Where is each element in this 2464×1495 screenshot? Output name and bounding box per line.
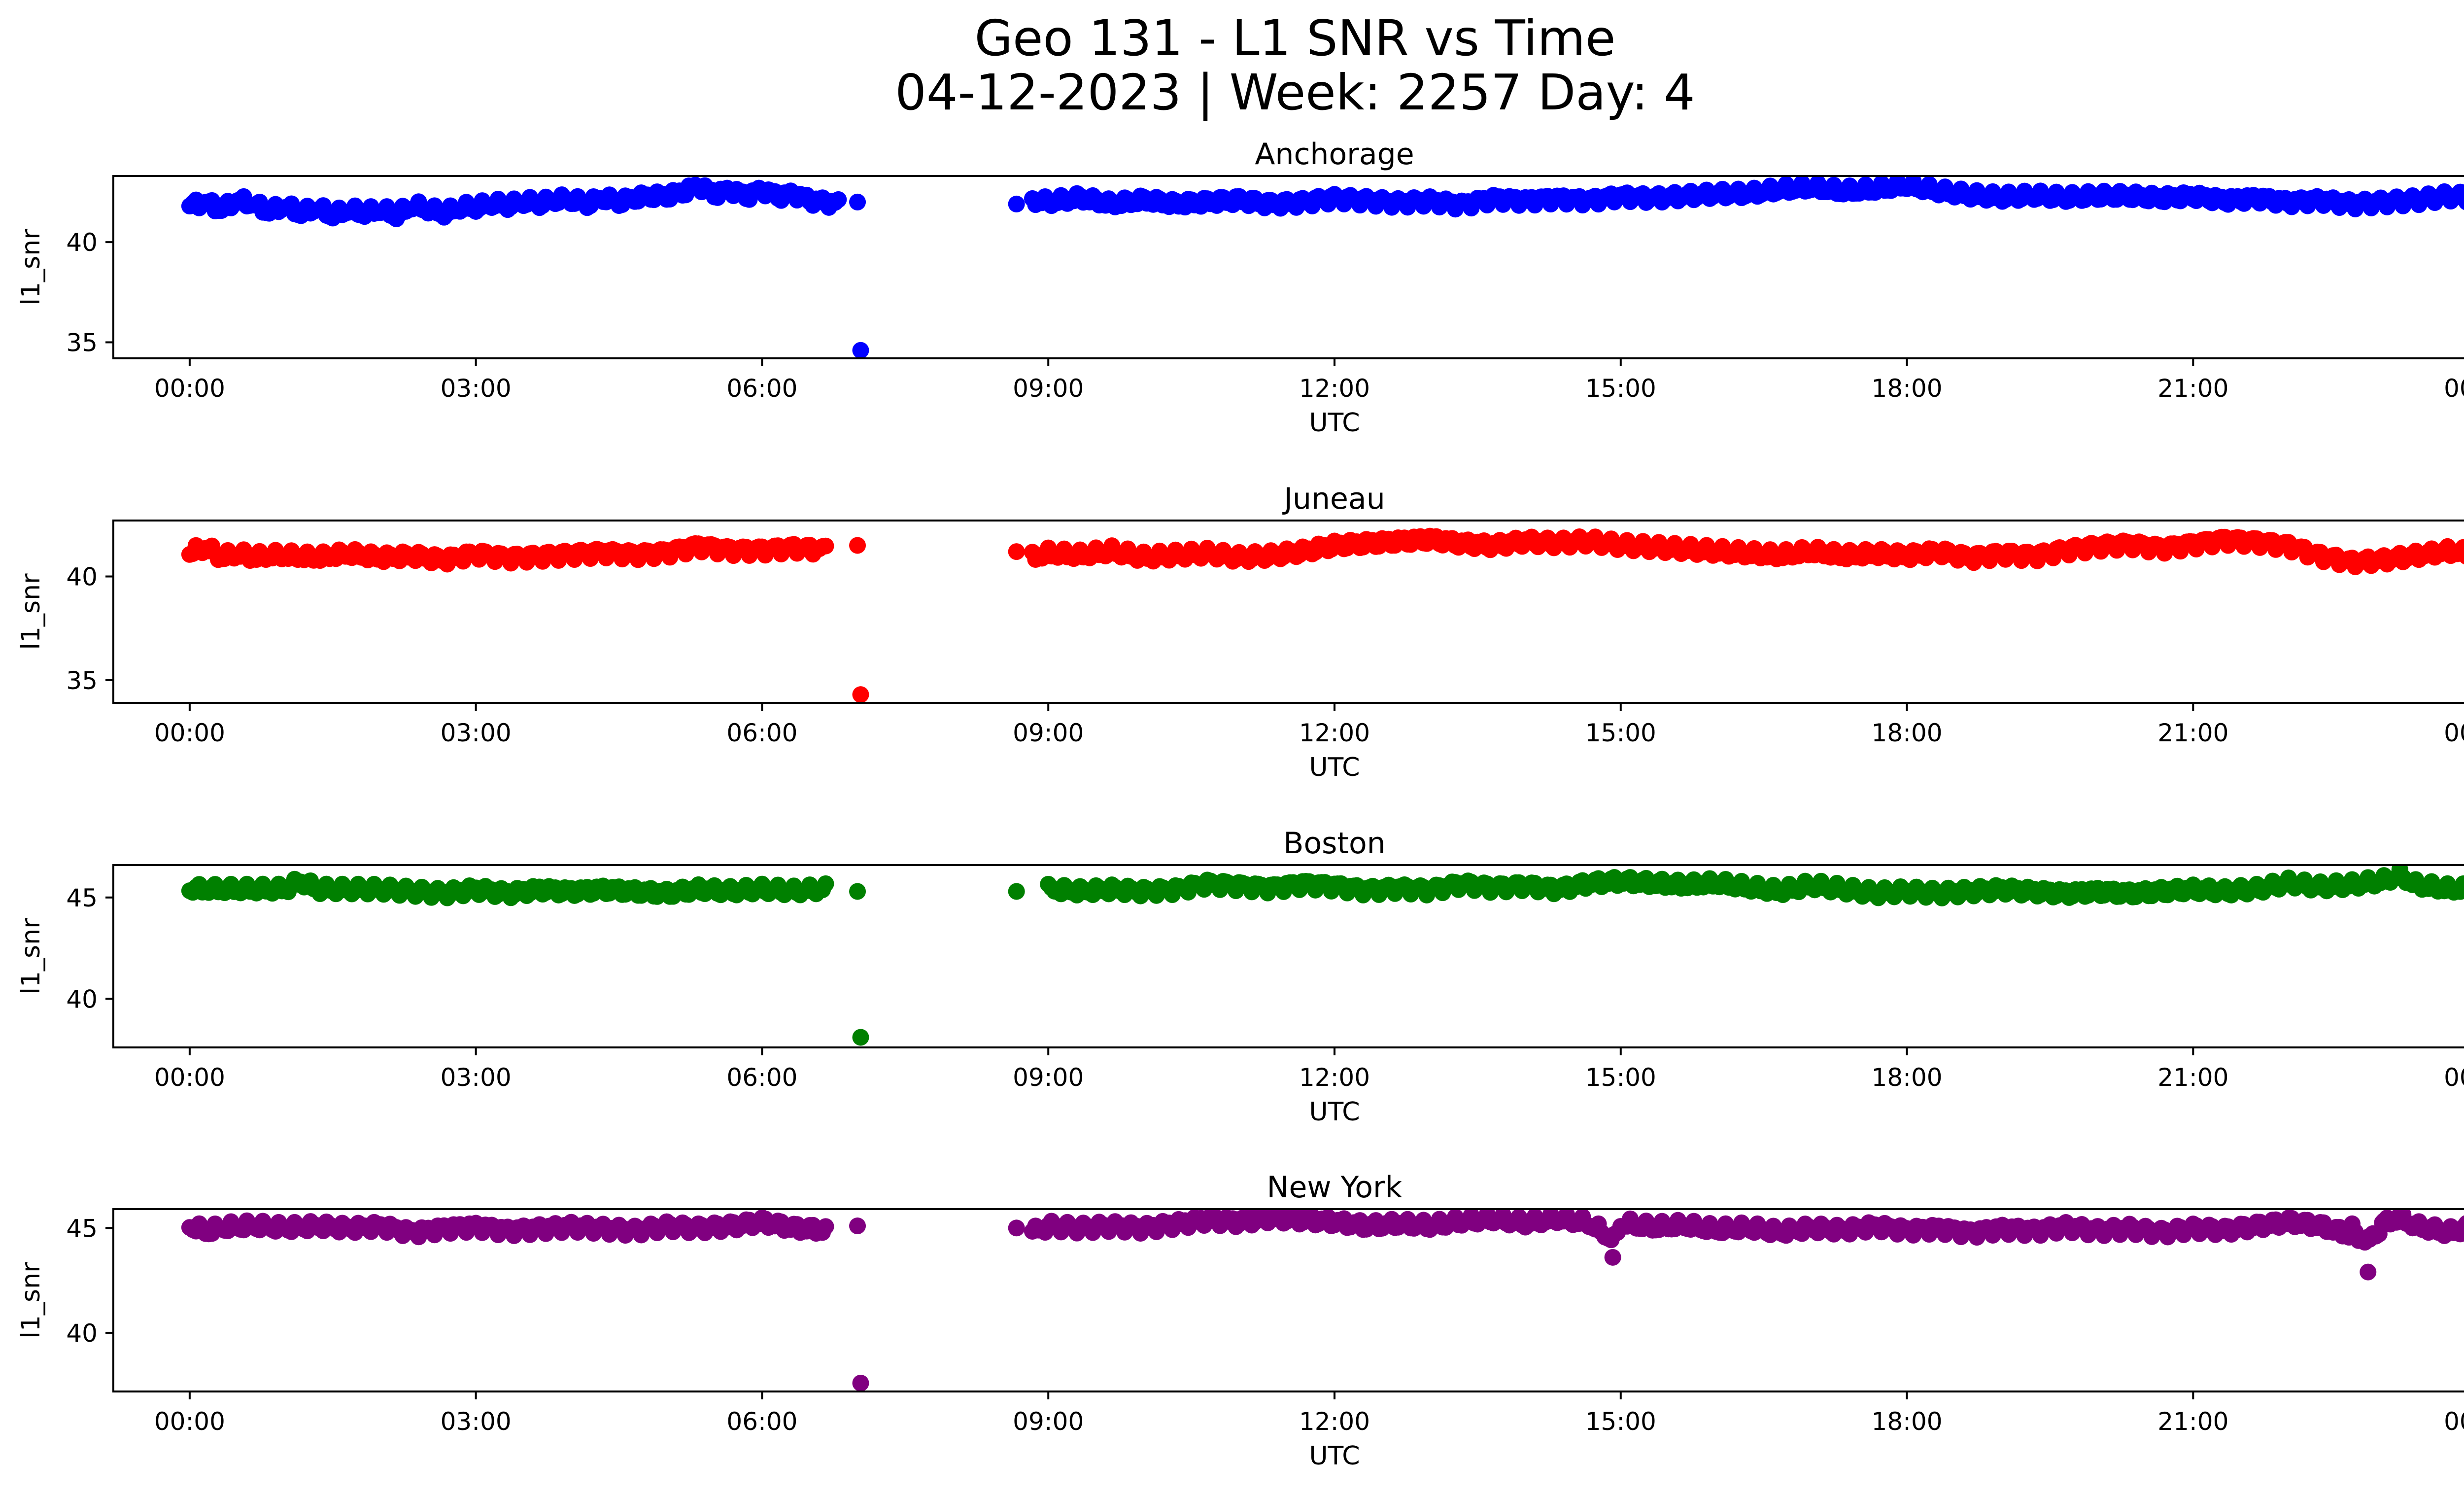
y-tick-label: 45 [66, 884, 98, 912]
x-tick-label: 12:00 [1299, 719, 1370, 747]
subplot-title: Anchorage [1255, 137, 1414, 172]
x-tick-label: 15:00 [1585, 1063, 1656, 1092]
x-tick-label: 03:00 [441, 1407, 512, 1436]
x-tick-label: 00:00 [154, 1063, 225, 1092]
subplot-panels: Anchorage 00:00 03:00 06:00 09:00 12:00 15:00 1… [16, 137, 2464, 1471]
x-axis-label: UTC [1309, 408, 1360, 438]
y-tick-label: 40 [66, 563, 98, 591]
x-tick-label: 00:00 [154, 374, 225, 403]
x-tick-label: 12:00 [1299, 1063, 1370, 1092]
x-tick-label: 06:00 [726, 1063, 797, 1092]
y-tick-label: 40 [66, 985, 98, 1013]
data-point [2461, 886, 2464, 899]
x-tick-label: 18:00 [1872, 719, 1943, 747]
subplot-1: Juneau 00:00 03:00 06:00 09:00 12:00 15:00 18:0… [16, 482, 2464, 782]
x-tick-label: 03:00 [441, 719, 512, 747]
data-points [181, 1209, 2464, 1391]
outlier-point [2344, 1215, 2361, 1232]
x-tick-label: 18:00 [1872, 1407, 1943, 1436]
outlier-point [852, 686, 869, 703]
x-tick-label: 06:00 [726, 374, 797, 403]
x-tick-label: 21:00 [2157, 1063, 2228, 1092]
outlier-point [2360, 1263, 2377, 1281]
outlier-point [1008, 195, 1025, 212]
outlier-point [852, 1029, 869, 1046]
x-tick-label: 21:00 [2157, 374, 2228, 403]
outlier-point [1008, 543, 1025, 560]
y-axis-label: l1_snr [16, 918, 46, 995]
outlier-point [1008, 883, 1025, 900]
x-tick-label: 03:00 [441, 374, 512, 403]
x-axis-label: UTC [1309, 753, 1360, 782]
data-point [2461, 191, 2464, 204]
data-point [2461, 549, 2464, 561]
outlier-point [849, 537, 866, 554]
x-tick-label: 15:00 [1585, 1407, 1656, 1436]
x-tick-label: 15:00 [1585, 374, 1656, 403]
subplot-3: New York 00:00 03:00 06:00 09:00 12:00 15:00 18… [16, 1170, 2464, 1471]
x-tick-label: 00:00 [154, 719, 225, 747]
outlier-point [849, 1217, 866, 1235]
subplot-title: Juneau [1282, 482, 1385, 516]
x-tick-label: 09:00 [1013, 1063, 1084, 1092]
x-tick-label: 18:00 [1872, 1063, 1943, 1092]
x-tick-label: 00:00 [2444, 1063, 2464, 1092]
outlier-point [849, 883, 866, 900]
subplot-0: Anchorage 00:00 03:00 06:00 09:00 12:00 15:00 1… [16, 137, 2464, 438]
outlier-point [852, 342, 869, 358]
x-tick-label: 21:00 [2157, 719, 2228, 747]
x-tick-label: 06:00 [726, 1407, 797, 1436]
y-axis-label: l1_snr [16, 229, 46, 306]
x-tick-label: 00:00 [2444, 374, 2464, 403]
x-tick-label: 09:00 [1013, 1407, 1084, 1436]
x-axis-label: UTC [1309, 1441, 1360, 1471]
data-point [817, 1218, 834, 1235]
x-tick-label: 15:00 [1585, 719, 1656, 747]
subplot-title: New York [1267, 1170, 1403, 1205]
y-tick-label: 40 [66, 228, 98, 257]
y-tick-label: 45 [66, 1214, 98, 1243]
x-tick-label: 09:00 [1013, 719, 1084, 747]
x-tick-label: 03:00 [441, 1063, 512, 1092]
x-tick-label: 00:00 [2444, 1407, 2464, 1436]
subplot-2: Boston 00:00 03:00 06:00 09:00 12:00 15:00 18:0… [16, 826, 2464, 1127]
y-axis-label: l1_snr [16, 1262, 46, 1339]
subplot-title: Boston [1283, 826, 1385, 861]
x-tick-label: 00:00 [2444, 719, 2464, 747]
data-points [181, 527, 2464, 703]
x-tick-label: 06:00 [726, 719, 797, 747]
x-tick-label: 21:00 [2157, 1407, 2228, 1436]
figure-title-line1: Geo 131 - L1 SNR vs Time [975, 9, 1616, 67]
outlier-point [1008, 1219, 1025, 1237]
x-tick-label: 00:00 [154, 1407, 225, 1436]
x-tick-label: 18:00 [1872, 374, 1943, 403]
y-axis-label: l1_snr [16, 573, 46, 650]
x-tick-label: 12:00 [1299, 374, 1370, 403]
x-tick-label: 12:00 [1299, 1407, 1370, 1436]
outlier-point [1604, 1249, 1621, 1266]
data-point [830, 191, 847, 208]
data-points [181, 865, 2464, 1046]
data-point [2461, 1223, 2464, 1236]
x-axis-label: UTC [1309, 1097, 1360, 1127]
data-point [817, 537, 834, 555]
x-tick-label: 09:00 [1013, 374, 1084, 403]
outlier-point [849, 193, 866, 210]
data-point [817, 875, 834, 892]
y-tick-label: 35 [66, 666, 98, 695]
data-points [181, 176, 2464, 358]
outlier-point [852, 1374, 869, 1391]
y-tick-label: 35 [66, 328, 98, 357]
figure-title-line2: 04-12-2023 | Week: 2257 Day: 4 [895, 64, 1695, 121]
y-tick-label: 40 [66, 1319, 98, 1348]
